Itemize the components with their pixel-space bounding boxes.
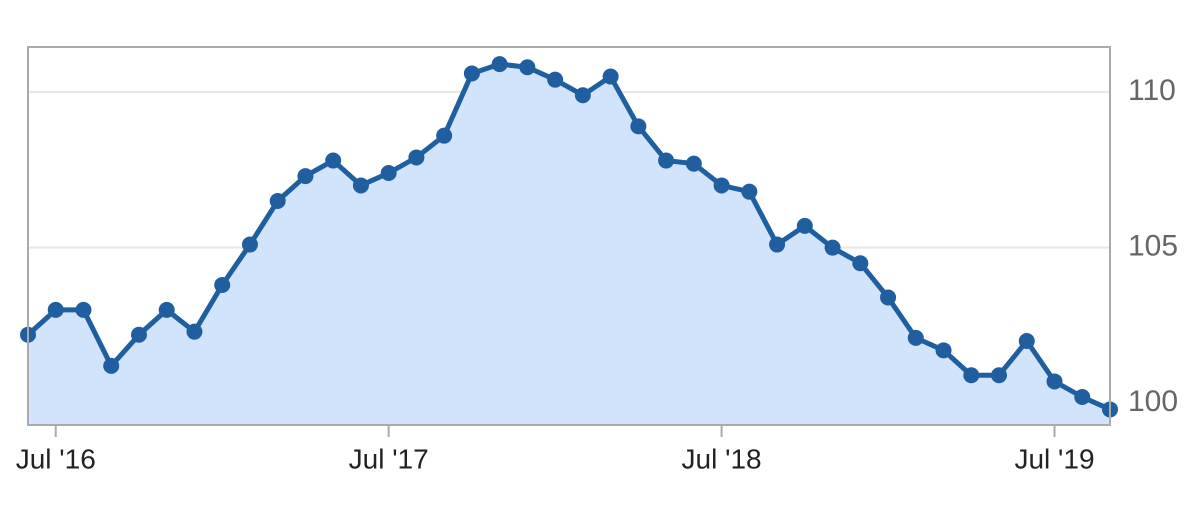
- x-tick-label: Jul '19: [1014, 443, 1094, 474]
- area-fill: [28, 64, 1110, 425]
- point: [241, 236, 258, 253]
- plot-frame: [27, 46, 1111, 426]
- point: [380, 165, 397, 181]
- point: [408, 149, 425, 166]
- point: [658, 152, 675, 169]
- point: [741, 183, 758, 200]
- point: [769, 236, 786, 253]
- x-tick-label: Jul '18: [682, 443, 762, 474]
- line: [26, 61, 1112, 412]
- point: [1018, 333, 1035, 349]
- x-tick-label: Jul '16: [16, 443, 96, 474]
- point: [436, 127, 453, 144]
- point: [991, 367, 1008, 384]
- point: [907, 329, 924, 346]
- point: [519, 59, 536, 76]
- x-tick-label: Jul '17: [349, 443, 429, 474]
- point: [158, 301, 175, 318]
- point: [47, 301, 64, 318]
- point: [103, 357, 120, 374]
- point: [269, 193, 286, 209]
- point: [186, 323, 203, 340]
- point: [491, 56, 508, 73]
- point: [574, 87, 591, 104]
- point: [1046, 373, 1063, 390]
- point: [796, 217, 813, 234]
- point: [463, 65, 480, 82]
- point: [685, 155, 702, 172]
- y-tick-label: 100: [1128, 385, 1178, 418]
- y-tick-label: 110: [1128, 74, 1176, 107]
- point: [630, 118, 647, 135]
- point: [824, 239, 841, 256]
- point: [880, 289, 897, 306]
- point: [214, 277, 231, 293]
- point: [1074, 389, 1091, 405]
- y-tick-label: 105: [1128, 230, 1178, 263]
- point: [852, 255, 869, 272]
- point: [963, 367, 980, 384]
- point: [602, 68, 619, 85]
- point: [130, 326, 147, 343]
- point: [325, 152, 342, 169]
- point: [297, 168, 314, 185]
- point: [75, 301, 92, 318]
- point: [547, 71, 564, 88]
- point: [935, 342, 952, 359]
- point: [713, 177, 730, 194]
- point: [352, 177, 369, 194]
